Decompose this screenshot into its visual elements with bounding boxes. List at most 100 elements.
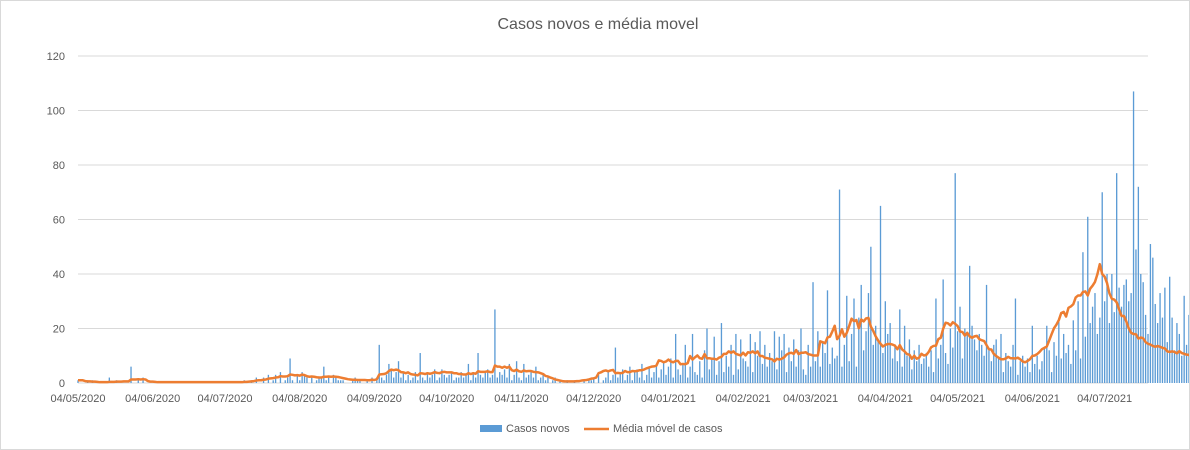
bar <box>795 366 797 383</box>
y-tick-label: 20 <box>53 324 65 336</box>
bar <box>431 374 433 383</box>
y-tick-label: 120 <box>47 51 65 63</box>
x-tick-label: 04/09/2020 <box>347 393 402 405</box>
bar <box>1055 355 1058 383</box>
bar <box>1118 287 1120 384</box>
x-tick-label: 04/04/2021 <box>858 393 913 405</box>
bar <box>458 377 460 383</box>
bar <box>429 377 431 383</box>
bar <box>325 380 327 383</box>
bar <box>402 372 405 383</box>
x-tick-label: 04/03/2021 <box>783 393 838 405</box>
bar <box>1029 372 1031 383</box>
bar <box>513 374 515 383</box>
bar <box>1065 353 1067 383</box>
bar <box>744 361 747 383</box>
bar <box>472 372 474 383</box>
bar <box>1116 173 1118 383</box>
bar <box>937 358 940 383</box>
bar <box>1009 366 1012 383</box>
bar <box>1156 323 1159 383</box>
bar <box>896 361 899 383</box>
bar <box>409 380 412 383</box>
bar <box>995 339 997 383</box>
bar <box>1147 333 1149 383</box>
x-tick-label: 04/12/2020 <box>566 393 621 405</box>
bar <box>1072 320 1074 383</box>
bar <box>1166 342 1168 384</box>
bar <box>662 361 665 383</box>
line-series <box>78 262 1189 384</box>
bar <box>588 380 590 383</box>
bar <box>646 374 648 383</box>
bar <box>289 358 291 383</box>
bar <box>1188 314 1189 384</box>
bar <box>1142 282 1144 383</box>
bar <box>544 380 547 383</box>
bar <box>1017 374 1019 383</box>
bar <box>77 380 79 383</box>
bar <box>853 298 855 383</box>
bar <box>532 377 535 383</box>
bar <box>1014 298 1017 383</box>
bar <box>597 374 600 383</box>
bar <box>1183 295 1185 383</box>
bar <box>1019 361 1021 383</box>
x-tick-label: 04/06/2021 <box>1005 393 1060 405</box>
bar <box>752 372 754 383</box>
bar <box>137 380 139 383</box>
y-tick-label: 60 <box>53 215 65 227</box>
bar <box>421 377 424 383</box>
bar <box>385 374 388 383</box>
bar <box>737 369 739 384</box>
bar <box>1087 216 1089 383</box>
bar <box>1041 361 1043 383</box>
bar <box>301 372 303 383</box>
x-tick-label: 04/10/2020 <box>419 393 474 405</box>
bar <box>390 369 392 384</box>
bar <box>747 366 749 383</box>
bar <box>672 377 674 383</box>
bar <box>619 372 621 383</box>
bar <box>655 363 658 383</box>
bar <box>1053 342 1055 384</box>
bar <box>629 366 631 383</box>
bar <box>1169 276 1171 383</box>
bar <box>542 374 544 383</box>
y-axis-ticks: 0 20 40 60 80 100 120 <box>47 51 65 390</box>
bar <box>819 366 821 383</box>
bar <box>393 377 395 383</box>
bar <box>108 377 110 383</box>
x-tick-label: 04/05/2020 <box>50 393 105 405</box>
bar <box>1012 344 1014 383</box>
bar <box>949 328 952 383</box>
y-tick-label: 100 <box>47 106 65 118</box>
bar <box>487 369 489 384</box>
bar <box>1108 323 1111 383</box>
bar <box>1111 274 1113 383</box>
bar <box>865 331 867 383</box>
bar <box>419 353 421 383</box>
bar <box>477 353 479 383</box>
bar <box>352 380 354 383</box>
bar <box>342 380 344 383</box>
bar <box>901 366 903 383</box>
bar <box>703 350 706 383</box>
bar <box>520 380 523 383</box>
bar <box>453 380 455 383</box>
bar <box>947 363 949 383</box>
bar <box>1094 293 1096 383</box>
bar <box>303 374 306 383</box>
bar <box>1164 287 1166 384</box>
bar <box>448 374 450 383</box>
bar <box>380 377 383 383</box>
bar <box>496 377 498 383</box>
bar <box>985 284 988 383</box>
bar <box>552 380 554 383</box>
x-tick-label: 04/07/2021 <box>1077 393 1132 405</box>
bar <box>658 377 660 383</box>
bar <box>718 361 720 383</box>
bar <box>643 380 645 383</box>
bar <box>831 347 833 383</box>
